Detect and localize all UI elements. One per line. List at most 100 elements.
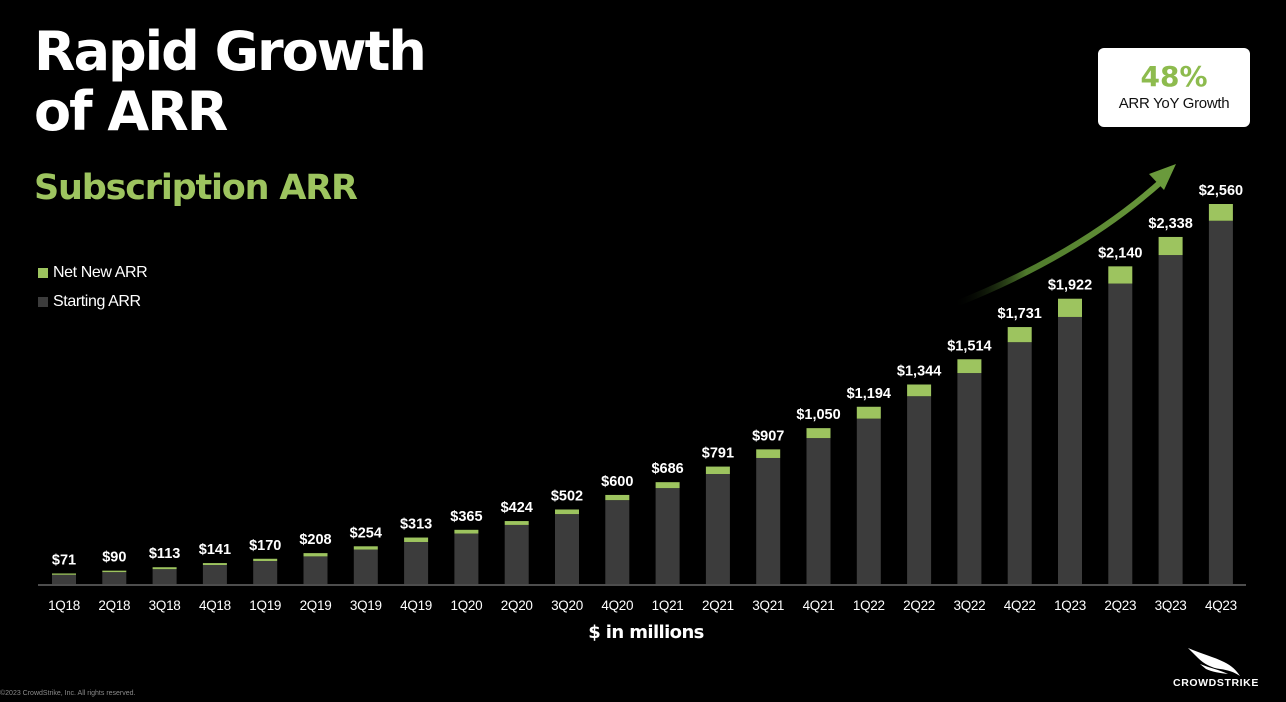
bar-net-new-3Q18 (152, 567, 177, 570)
data-label-1Q21: $686 (651, 461, 683, 477)
data-label-1Q20: $365 (450, 509, 482, 525)
x-tick-2Q19: 2Q19 (300, 598, 332, 613)
bar-starting-2Q21 (705, 474, 730, 584)
data-label-3Q23: $2,338 (1148, 216, 1192, 232)
bar-starting-1Q20 (454, 533, 479, 584)
crowdstrike-logo: CROWDSTRIKE (1166, 644, 1266, 692)
x-tick-2Q22: 2Q22 (903, 598, 935, 613)
bar-starting-3Q19 (353, 549, 378, 584)
copyright-note: ©2023 CrowdStrike, Inc. All rights reser… (0, 690, 136, 697)
growth-value: 48% (1140, 60, 1208, 93)
data-label-2Q23: $2,140 (1098, 245, 1142, 261)
x-tick-1Q18: 1Q18 (48, 598, 80, 613)
bar-net-new-2Q18 (102, 570, 127, 573)
bar-net-new-4Q23 (1208, 204, 1233, 221)
x-tick-3Q23: 3Q23 (1155, 598, 1187, 613)
bar-net-new-4Q18 (202, 563, 227, 565)
bar-starting-2Q20 (504, 524, 529, 584)
x-tick-1Q22: 1Q22 (853, 598, 885, 613)
x-tick-3Q18: 3Q18 (149, 598, 181, 613)
legend-swatch-net-new (38, 267, 48, 278)
x-tick-4Q19: 4Q19 (400, 598, 432, 613)
subtitle: Subscription ARR (34, 168, 358, 208)
bar-starting-2Q18 (102, 572, 127, 584)
x-tick-3Q22: 3Q22 (953, 598, 985, 613)
data-label-4Q18: $141 (199, 542, 231, 558)
legend-swatch-starting (38, 296, 48, 307)
x-tick-2Q21: 2Q21 (702, 598, 734, 613)
bar-starting-4Q23 (1208, 220, 1233, 584)
legend-item-starting: Starting ARR (38, 287, 147, 316)
data-label-2Q18: $90 (102, 550, 126, 566)
data-label-3Q18: $113 (149, 546, 180, 562)
chart-legend: Net New ARR Starting ARR (38, 258, 148, 316)
data-label-1Q22: $1,194 (847, 386, 891, 402)
bar-starting-2Q19 (303, 556, 328, 584)
bar-starting-3Q22 (957, 373, 982, 584)
falcon-icon (1188, 648, 1240, 676)
bar-starting-3Q21 (756, 457, 781, 584)
bar-starting-4Q19 (404, 541, 429, 584)
bar-net-new-4Q20 (605, 494, 630, 501)
bar-starting-4Q22 (1007, 342, 1032, 584)
growth-label: ARR YoY Growth (1118, 95, 1230, 112)
data-label-2Q22: $1,344 (897, 364, 941, 380)
x-tick-3Q21: 3Q21 (752, 598, 784, 613)
bar-net-new-1Q23 (1058, 298, 1082, 317)
bar-net-new-2Q20 (504, 521, 529, 525)
bar-net-new-4Q21 (806, 428, 831, 439)
bar-starting-4Q18 (202, 565, 227, 584)
x-tick-labels: 1Q18 2Q18 3Q18 4Q18 1Q19 2Q19 3Q19 4Q19 1Q20 2Q20… (48, 598, 1237, 613)
x-tick-4Q20: 4Q20 (601, 598, 633, 613)
x-tick-2Q18: 2Q18 (98, 598, 130, 613)
bar-starting-1Q22 (856, 418, 881, 584)
bar-net-new-2Q22 (907, 384, 932, 397)
growth-callout: 48% ARR YoY Growth (1098, 48, 1250, 127)
title-line-1: Rapid Growth (34, 20, 427, 83)
legend-item-net-new: Net New ARR (38, 258, 148, 287)
bar-net-new-1Q19 (253, 558, 278, 561)
x-tick-1Q19: 1Q19 (249, 598, 281, 613)
data-label-4Q23: $2,560 (1199, 183, 1243, 199)
bar-group: $71 $90 $113 $141 $170 $208 $254 $313 $365 $424 $5… (52, 183, 1243, 584)
page-title: Rapid Growth of ARR (34, 20, 427, 143)
bar-net-new-2Q19 (303, 553, 328, 557)
legend-label-starting: Starting ARR (53, 292, 141, 310)
data-label-3Q19: $254 (350, 525, 382, 541)
data-label-4Q20: $600 (601, 474, 633, 490)
bar-net-new-1Q21 (655, 482, 680, 489)
data-label-3Q20: $502 (551, 488, 583, 504)
data-label-4Q19: $313 (400, 517, 432, 533)
x-tick-1Q21: 1Q21 (652, 598, 684, 613)
logo-wordmark: CROWDSTRIKE (1173, 677, 1259, 689)
bar-starting-1Q21 (655, 488, 680, 584)
data-label-2Q21: $791 (702, 446, 734, 462)
bar-net-new-3Q19 (353, 546, 378, 550)
bar-starting-3Q18 (152, 569, 177, 584)
bar-starting-1Q19 (253, 560, 278, 584)
bar-net-new-1Q18 (52, 573, 76, 575)
data-label-3Q22: $1,514 (947, 338, 991, 354)
data-label-2Q19: $208 (299, 532, 331, 548)
data-label-3Q21: $907 (752, 428, 784, 444)
bar-starting-1Q23 (1058, 316, 1082, 584)
x-tick-4Q21: 4Q21 (803, 598, 835, 613)
data-label-4Q22: $1,731 (998, 306, 1042, 322)
bar-starting-2Q22 (907, 396, 932, 584)
title-line-2: of ARR (34, 80, 228, 143)
data-label-1Q23: $1,922 (1048, 278, 1092, 294)
x-tick-2Q20: 2Q20 (501, 598, 533, 613)
bar-net-new-2Q21 (705, 466, 730, 475)
x-tick-4Q23: 4Q23 (1205, 598, 1237, 613)
data-label-2Q20: $424 (501, 500, 533, 516)
x-tick-1Q23: 1Q23 (1054, 598, 1086, 613)
bar-net-new-1Q20 (454, 529, 479, 534)
x-tick-4Q18: 4Q18 (199, 598, 231, 613)
bar-net-new-2Q23 (1108, 266, 1133, 284)
data-label-1Q19: $170 (249, 538, 281, 554)
data-label-1Q18: $71 (52, 552, 76, 568)
bar-net-new-4Q22 (1007, 327, 1032, 343)
bar-net-new-4Q19 (404, 537, 429, 542)
x-axis-label: $ in millions (588, 622, 704, 643)
